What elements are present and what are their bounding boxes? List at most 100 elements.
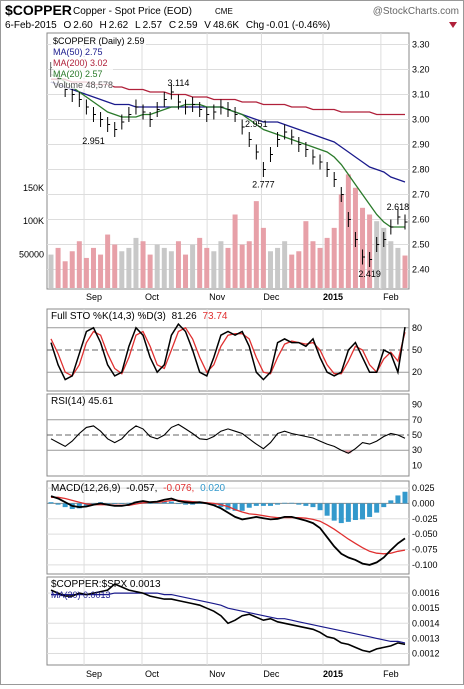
volume-bar <box>90 247 96 288</box>
x-tick-label: Sep <box>86 669 102 679</box>
volume-bar <box>338 194 344 288</box>
y-tick-label: 30 <box>412 445 422 455</box>
volume-bar <box>133 237 139 288</box>
volume-bar <box>253 201 259 288</box>
macd-hist-bar <box>211 503 217 506</box>
volume-tick-label: 50000 <box>19 250 44 260</box>
macd-hist-bar <box>310 503 316 508</box>
macd-hist-bar <box>119 503 125 505</box>
rsi-line <box>50 423 406 454</box>
volume-y-ticks: 150K 100K 50000 <box>19 183 44 260</box>
sto-k-line <box>50 322 406 381</box>
legend-entry: MA(50) 2.75 <box>53 47 103 57</box>
macd-hist-bar <box>338 503 344 524</box>
macd-hist-bar <box>260 503 266 506</box>
volume-bar <box>402 255 408 288</box>
y-tick-label: 50 <box>412 430 422 440</box>
macd-hist-bar <box>175 503 181 505</box>
volume-bar <box>282 241 288 288</box>
y-tick-label: 90 <box>412 400 422 410</box>
volume-bars <box>48 174 408 288</box>
volume-bar <box>112 244 118 288</box>
macd-hist-bar <box>324 503 330 516</box>
y-tick-label: 0.0012 <box>412 648 440 658</box>
volume-bar <box>388 241 394 288</box>
volume-bar <box>296 251 302 288</box>
x-axis-bottom: Sep Oct Nov Dec 2015 Feb <box>86 669 399 679</box>
macd-hist-bar <box>317 503 323 511</box>
macd-hist-bar <box>360 503 366 520</box>
ratio-panel <box>46 576 410 666</box>
volume-bar <box>154 244 160 288</box>
macd-hist-bar <box>388 500 394 504</box>
macd-hist-bar <box>275 503 281 505</box>
macd-hist-bar <box>345 503 351 522</box>
x-tick-label: Sep <box>86 292 102 302</box>
ma50-line <box>50 81 406 183</box>
volume-bar <box>310 241 316 288</box>
volume-bar <box>140 241 146 288</box>
macd-hist-bar <box>352 503 358 521</box>
volume-bar <box>190 244 196 288</box>
volume-bar <box>76 241 82 288</box>
y-tick-label: 3.00 <box>412 115 430 125</box>
macd-hist-bar <box>55 503 61 505</box>
y-tick-label: 2.40 <box>412 265 430 275</box>
y-tick-label: -0.025 <box>412 514 438 524</box>
y-tick-label: 70 <box>412 415 422 425</box>
macd-hist-bar <box>147 503 153 504</box>
down-arrow-icon <box>449 22 457 28</box>
ratio-y-ticks: 0.0016 0.0015 0.0014 0.0013 0.0012 <box>412 588 440 658</box>
volume-bar <box>317 247 323 288</box>
exchange: CME <box>215 7 233 16</box>
macd-hist-bar <box>296 503 302 505</box>
volume-bar <box>55 247 61 288</box>
y-tick-label: 10 <box>412 460 422 470</box>
x-tick-label: Dec <box>263 669 280 679</box>
ratio-lines <box>50 583 406 653</box>
volume-bar <box>232 214 238 288</box>
sto-lines <box>50 322 406 381</box>
volume-bar <box>395 247 401 288</box>
rsi-oversold-fill <box>345 450 352 454</box>
price-annotation: 2.618 <box>387 202 410 212</box>
volume-bar <box>119 251 125 288</box>
macd-hist-bar <box>154 502 160 504</box>
volume-bar <box>204 247 210 288</box>
macd-hist-bar <box>197 503 203 504</box>
symbol: $COPPER <box>5 2 72 18</box>
macd-hist-bar <box>83 503 89 506</box>
rsi-y-ticks: 90 70 50 30 10 <box>412 400 422 471</box>
quote-line: 6-Feb-2015 O 2.60 H 2.62 L 2.57 C 2.59 V 48.6… <box>5 20 330 31</box>
y-tick-label: 2.80 <box>412 165 430 175</box>
sto-y-ticks: 80 50 20 <box>412 323 422 377</box>
x-axis-top: Sep Oct Nov Dec 2015 Feb <box>86 292 399 302</box>
x-tick-label: Nov <box>209 292 226 302</box>
legend-entry: MA(200) 3.02 <box>53 58 108 68</box>
macd-hist-bar <box>239 503 245 511</box>
ratio-ma-line <box>51 592 406 644</box>
macd-hist-bar <box>190 503 196 505</box>
y-tick-label: -0.050 <box>412 529 438 539</box>
y-tick-label: 2.50 <box>412 240 430 250</box>
volume-bar <box>345 174 351 288</box>
macd-hist-bar <box>161 501 167 504</box>
macd-y-ticks: 0.025 0.000 -0.025 -0.050 -0.075 -0.100 <box>412 483 438 570</box>
watermark: @StockCharts.com <box>373 6 459 17</box>
price-annotation: 2.951 <box>82 136 105 146</box>
volume-bar <box>62 261 68 288</box>
price-annotations: 3.114 2.951 2.951 2.777 2.618 2.419 <box>82 78 409 279</box>
y-tick-label: 2.60 <box>412 215 430 225</box>
legend-bg <box>51 57 113 67</box>
volume-bar <box>331 227 337 288</box>
volume-bar <box>211 251 217 288</box>
price-annotation: 3.114 <box>168 78 190 88</box>
macd-hist-bar <box>168 501 174 504</box>
volume-tick-label: 100K <box>23 216 44 226</box>
y-tick-label: -0.100 <box>412 560 438 570</box>
macd-hist-bar <box>367 503 373 517</box>
volume-bar <box>183 254 189 288</box>
y-tick-label: 50 <box>412 345 422 355</box>
